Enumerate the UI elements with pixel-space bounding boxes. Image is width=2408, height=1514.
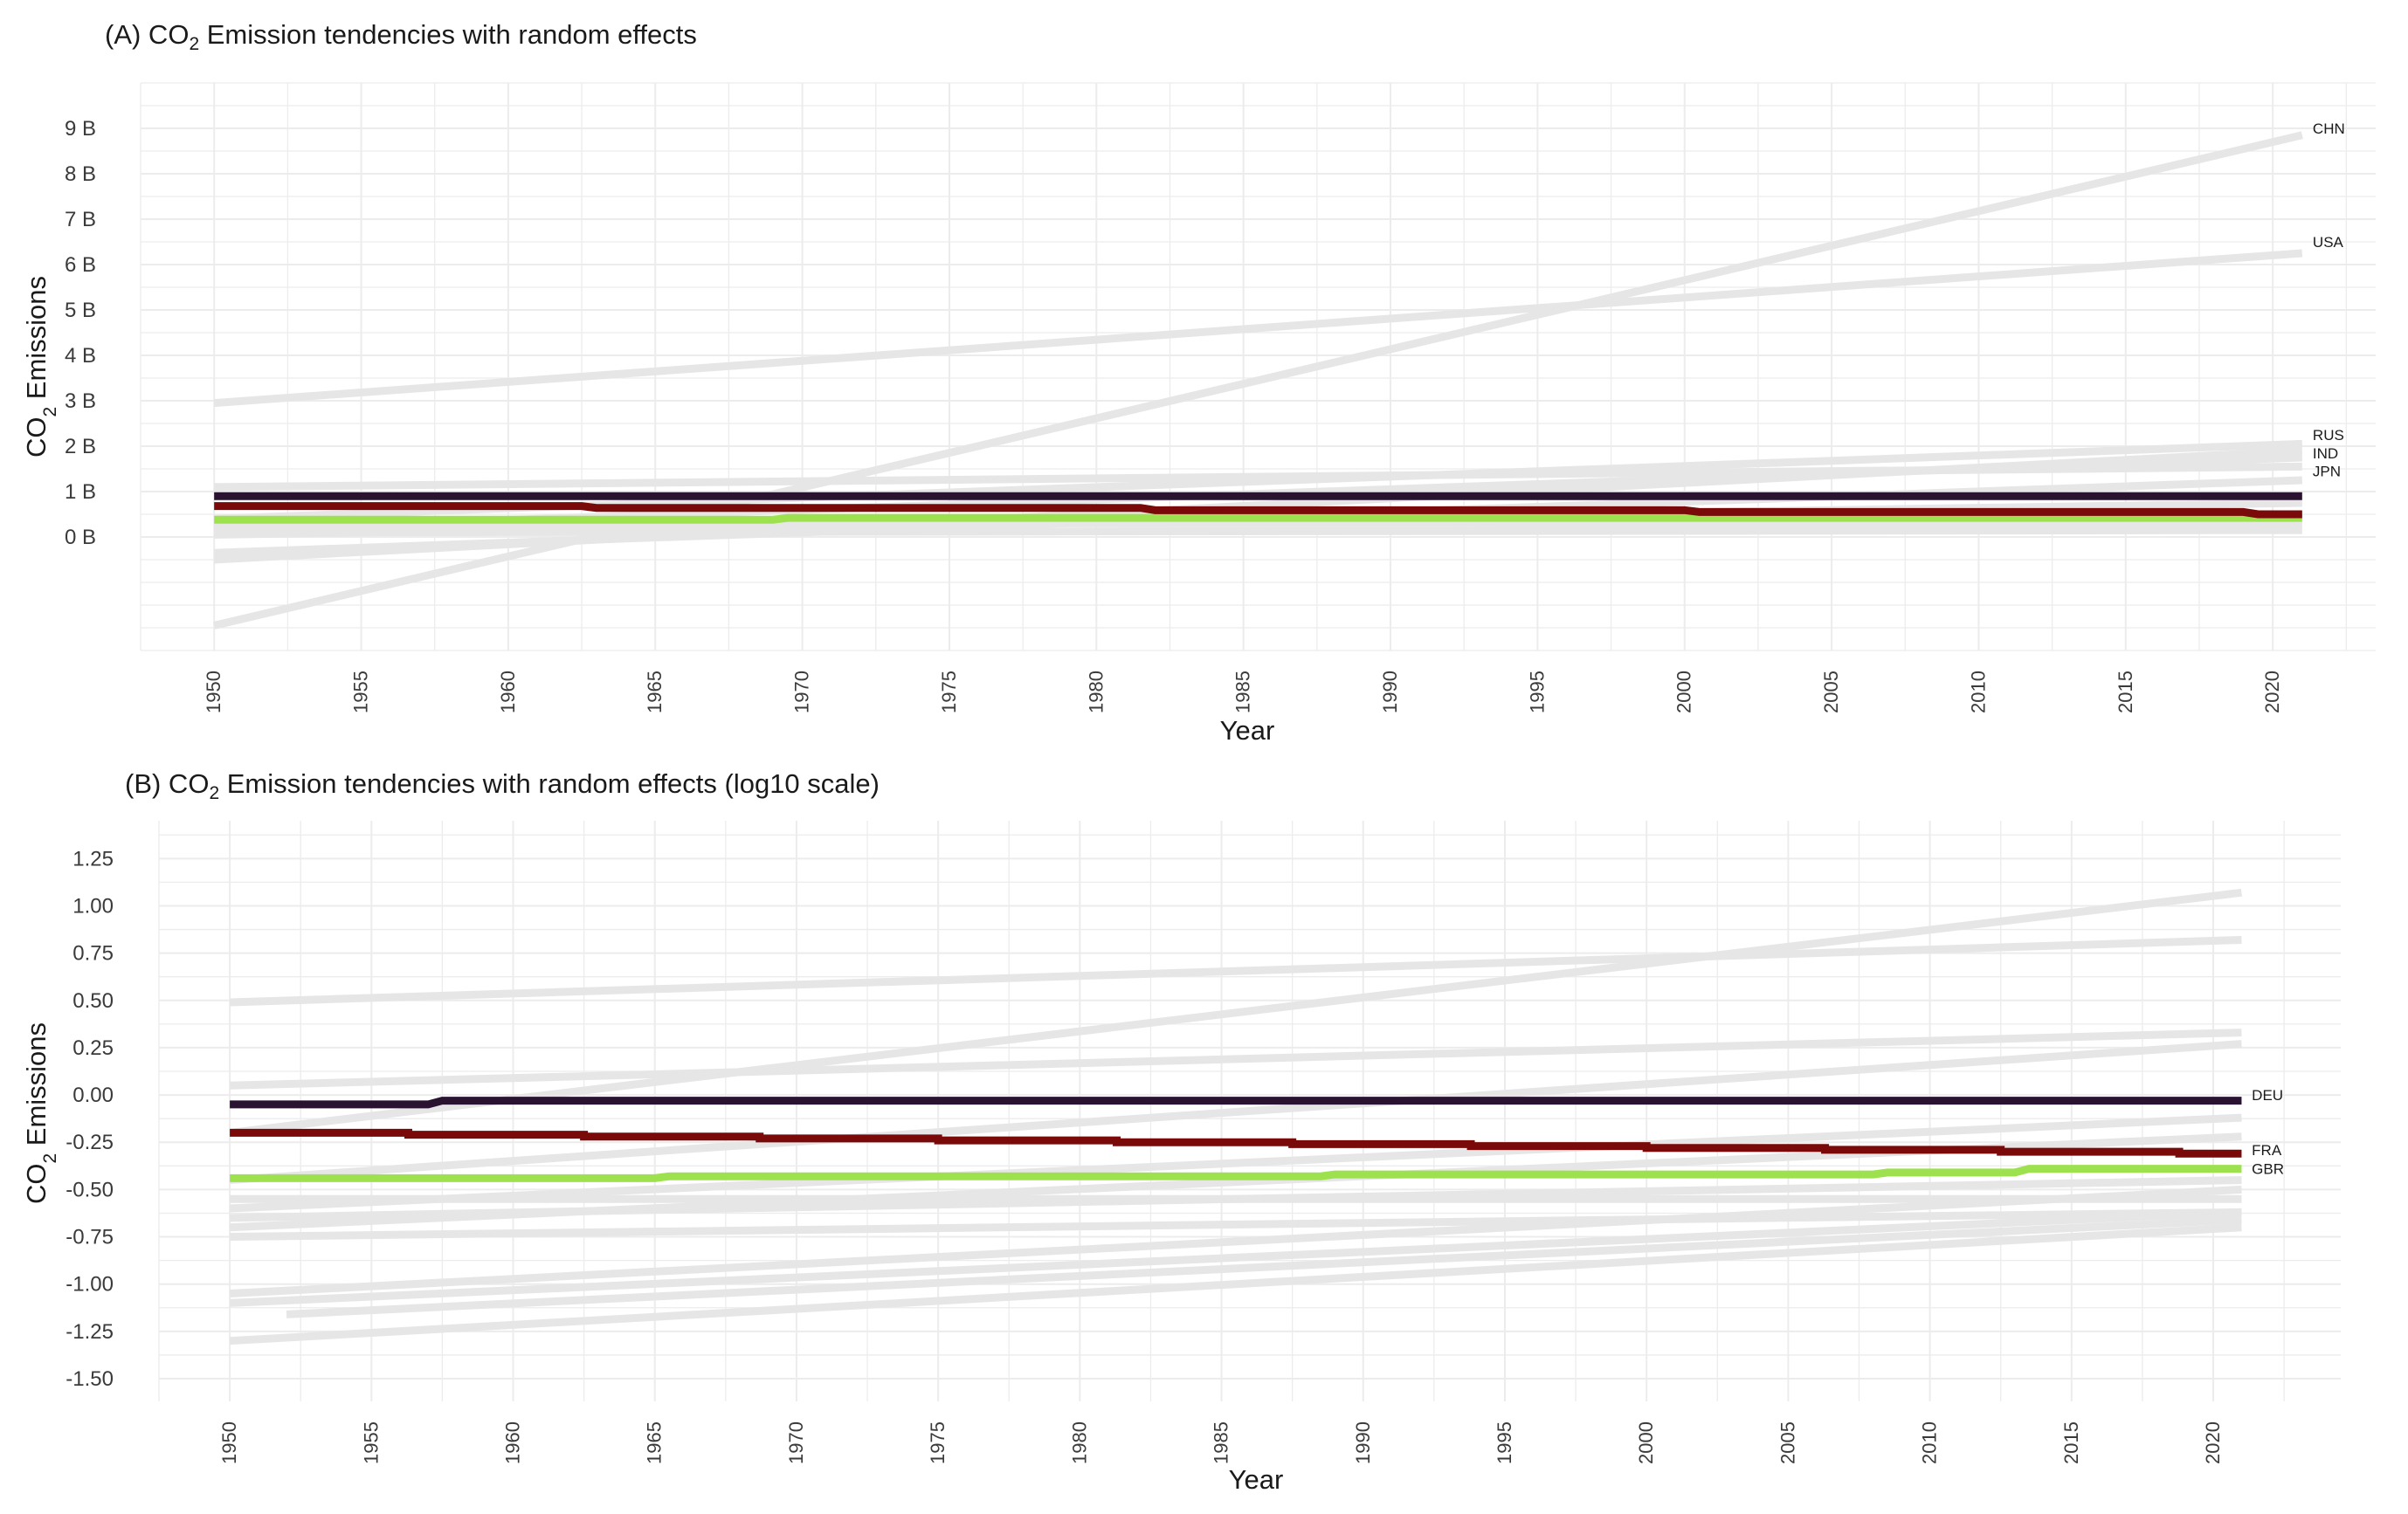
highlight-series-line bbox=[230, 1097, 2242, 1109]
x-tick-label: 1950 bbox=[203, 671, 224, 713]
panel-a-title: (A) CO2 Emission tendencies with random … bbox=[105, 19, 697, 55]
x-tick-label: 1950 bbox=[218, 1421, 240, 1464]
x-tick-label: 1970 bbox=[785, 1421, 807, 1464]
y-tick-label: 0.00 bbox=[72, 1084, 114, 1107]
x-tick-label: 1995 bbox=[1494, 1421, 1515, 1464]
country-label: USA bbox=[2313, 234, 2344, 251]
y-tick-label: 1 B bbox=[65, 480, 96, 504]
x-tick-label: 1965 bbox=[644, 1421, 666, 1464]
highlight-series-line bbox=[214, 513, 2302, 524]
background-country-line bbox=[229, 935, 2242, 1007]
x-tick-labels: 1950 1955 1960 1965 1970 1975 1980 1985 1990 1995… bbox=[218, 1421, 2224, 1464]
background-country-line bbox=[229, 1223, 2242, 1345]
x-tick-label: 2010 bbox=[1967, 671, 1989, 713]
background-lines bbox=[213, 131, 2303, 630]
y-tick-label: -1.00 bbox=[66, 1273, 114, 1297]
x-tick-label: 2005 bbox=[1777, 1421, 1798, 1464]
x-axis-title: Year bbox=[1229, 1464, 1284, 1495]
country-label: GBR bbox=[2252, 1161, 2284, 1178]
x-tick-label: 1985 bbox=[1232, 671, 1254, 713]
y-tick-label: 4 B bbox=[65, 344, 96, 368]
x-tick-label: 2000 bbox=[1673, 671, 1695, 713]
y-tick-labels: 0 B 1 B 2 B 3 B 4 B 5 B 6 B 7 B 8 B 9 B bbox=[65, 117, 96, 549]
y-tick-label: 3 B bbox=[65, 389, 96, 413]
x-tick-label: 1995 bbox=[1526, 671, 1548, 713]
y-tick-label: 0 B bbox=[65, 526, 96, 549]
y-tick-label: 1.25 bbox=[72, 847, 114, 871]
x-tick-label: 1985 bbox=[1211, 1421, 1232, 1464]
y-tick-label: 9 B bbox=[65, 117, 96, 141]
x-tick-label: 1960 bbox=[502, 1421, 524, 1464]
y-tick-label: 0.50 bbox=[72, 989, 114, 1013]
y-tick-label: 5 B bbox=[65, 299, 96, 322]
x-tick-label: 1965 bbox=[644, 671, 666, 713]
highlight-series-line bbox=[214, 502, 2302, 519]
country-label: DEU bbox=[2252, 1087, 2283, 1104]
background-country-line bbox=[229, 1040, 2242, 1185]
x-tick-label: 2005 bbox=[1820, 671, 1842, 713]
country-label: RUS bbox=[2313, 427, 2344, 444]
x-tick-label: 1960 bbox=[497, 671, 519, 713]
x-tick-label: 1970 bbox=[791, 671, 813, 713]
y-tick-label: 8 B bbox=[65, 162, 96, 186]
y-tick-label: 0.25 bbox=[72, 1036, 114, 1060]
x-tick-label: 1955 bbox=[360, 1421, 382, 1464]
x-axis-title: Year bbox=[1220, 715, 1275, 746]
x-tick-label: 1980 bbox=[1068, 1421, 1090, 1464]
background-country-line bbox=[229, 1185, 2242, 1298]
x-tick-label: 1955 bbox=[350, 671, 372, 713]
x-tick-label: 1975 bbox=[938, 671, 960, 713]
x-tick-label: 1990 bbox=[1352, 1421, 1374, 1464]
background-country-line bbox=[229, 1113, 2242, 1213]
y-tick-label: -1.50 bbox=[66, 1367, 114, 1391]
background-country-line bbox=[213, 249, 2303, 408]
y-tick-label: 2 B bbox=[65, 435, 96, 458]
background-lines bbox=[229, 888, 2242, 1345]
highlight-series bbox=[230, 1097, 2242, 1182]
background-country-line bbox=[214, 526, 2302, 537]
country-label: CHN bbox=[2313, 120, 2345, 137]
x-tick-label: 2015 bbox=[2115, 671, 2136, 713]
y-tick-label: 1.00 bbox=[72, 894, 114, 918]
y-tick-label: 0.75 bbox=[72, 942, 114, 966]
panel-b-chart: DEU FRA GBR -1.50 -1.25 -1.00 -0.75 -0.50 -0.25 0… bbox=[21, 821, 2341, 1495]
x-tick-label: 2015 bbox=[2060, 1421, 2082, 1464]
y-tick-label: -0.25 bbox=[66, 1131, 114, 1154]
y-tick-label: -0.50 bbox=[66, 1178, 114, 1201]
background-country-line bbox=[230, 1208, 2242, 1242]
x-tick-label: 2020 bbox=[2261, 671, 2283, 713]
highlight-series-line bbox=[230, 1165, 2242, 1182]
background-country-line bbox=[286, 1215, 2242, 1318]
x-tick-label: 1990 bbox=[1379, 671, 1401, 713]
y-tick-label: 6 B bbox=[65, 253, 96, 277]
y-tick-label: -1.25 bbox=[66, 1320, 114, 1344]
y-axis-title: CO2 Emissions bbox=[21, 276, 60, 458]
panel-b-title: (B) CO2 Emission tendencies with random … bbox=[125, 768, 880, 804]
y-axis-title: CO2 Emissions bbox=[21, 1022, 60, 1204]
x-tick-label: 2010 bbox=[1919, 1421, 1941, 1464]
background-country-line bbox=[229, 888, 2242, 1137]
country-label: JPN bbox=[2313, 464, 2341, 480]
highlight-series bbox=[214, 492, 2302, 524]
highlight-series-line bbox=[230, 1128, 2242, 1158]
y-tick-labels: -1.50 -1.25 -1.00 -0.75 -0.50 -0.25 0.00 0.25 0.… bbox=[66, 847, 114, 1391]
x-tick-label: 2020 bbox=[2202, 1421, 2224, 1464]
country-label: IND bbox=[2313, 445, 2338, 462]
background-country-line bbox=[229, 1029, 2242, 1090]
country-label: FRA bbox=[2252, 1142, 2282, 1159]
y-tick-label: -0.75 bbox=[66, 1226, 114, 1249]
x-tick-labels: 1950 1955 1960 1965 1970 1975 1980 1985 1990 1995… bbox=[203, 671, 2283, 713]
y-tick-label: 7 B bbox=[65, 208, 96, 231]
country-labels: DEU FRA GBR bbox=[2252, 1087, 2284, 1177]
x-tick-label: 2000 bbox=[1635, 1421, 1657, 1464]
x-tick-label: 1980 bbox=[1085, 671, 1107, 713]
x-tick-label: 1975 bbox=[927, 1421, 949, 1464]
background-country-line bbox=[229, 1208, 2242, 1307]
